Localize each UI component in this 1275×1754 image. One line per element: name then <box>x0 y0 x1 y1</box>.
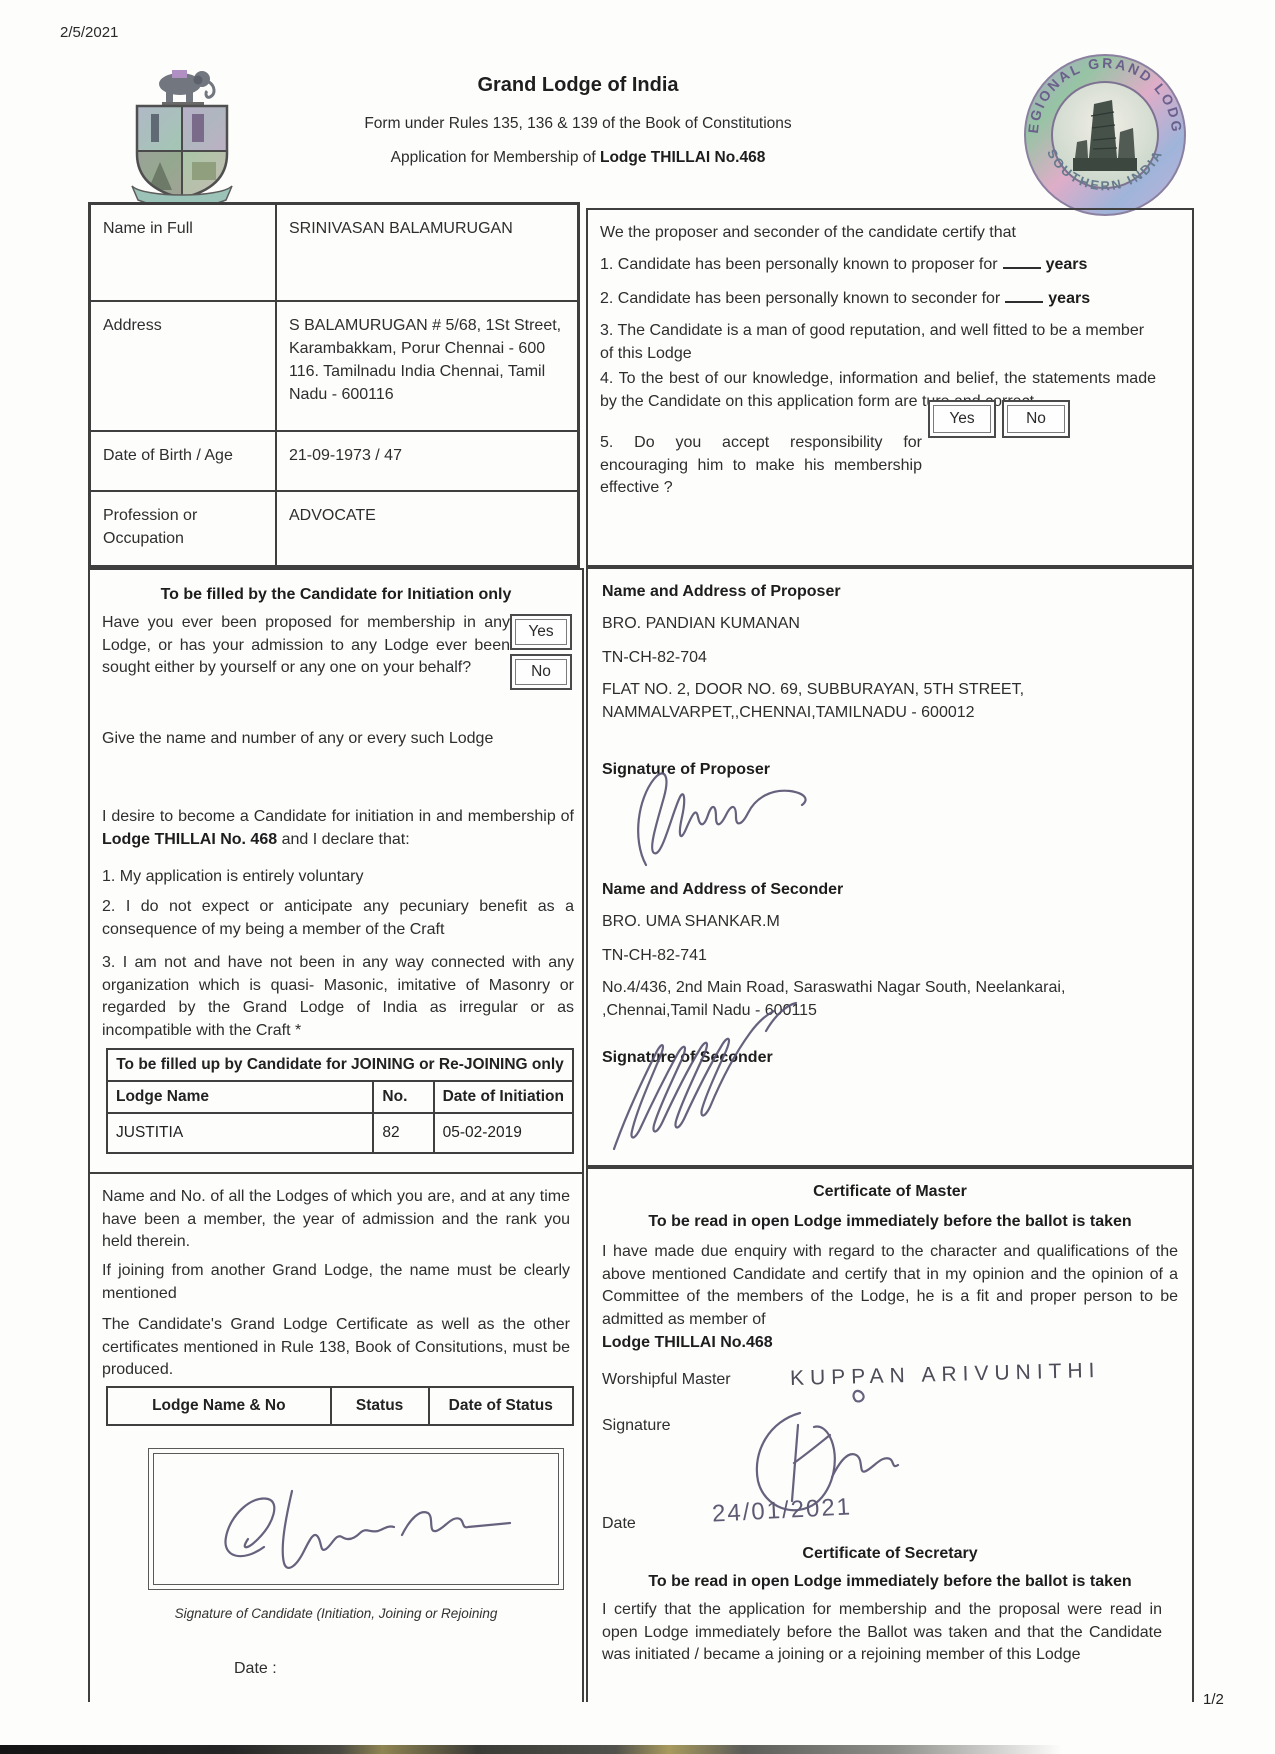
dob-label: Date of Birth / Age <box>88 429 277 492</box>
table-row: Lodge Name No. Date of Initiation <box>105 1080 575 1114</box>
certification-item-1: 1. Candidate has been personally known t… <box>600 255 1088 273</box>
seconder-number: TN-CH-82-741 <box>602 947 707 964</box>
declaration-1: 1. My application is entirely voluntary <box>102 868 364 885</box>
page-number: 1/2 <box>1203 1691 1224 1708</box>
lodges-para-3: The Candidate's Grand Lodge Certificate … <box>102 1316 570 1379</box>
master-lodge-line: Lodge THILLAI No.468 <box>602 1333 773 1351</box>
certificate-of-master-title: Certificate of Master <box>813 1183 967 1200</box>
table-row: Date of Birth / Age 21-09-1973 / 47 <box>88 429 580 492</box>
initiation-heading: To be filled by the Candidate for Initia… <box>160 586 512 603</box>
profession-label: Profession or Occupation <box>88 489 277 568</box>
proposer-seconder-panel: Name and Address of Proposer BRO. PANDIA… <box>586 565 1194 1169</box>
master-date-label: Date <box>602 1515 636 1532</box>
table-row: Lodge Name & No Status Date of Status <box>106 1386 575 1426</box>
proposer-seconder-certification-panel: We the proposer and seconder of the cand… <box>586 208 1194 569</box>
certificate-of-secretary-subtitle: To be read in open Lodge immediately bef… <box>648 1573 1132 1590</box>
joining-table-heading: To be filled up by Candidate for JOINING… <box>106 1048 574 1082</box>
candidate-signature-box <box>148 1448 564 1590</box>
candidate-signature-caption: Signature of Candidate (Initiation, Join… <box>174 1606 498 1621</box>
candidate-date-label: Date : <box>234 1660 277 1677</box>
table-row: Address S BALAMURUGAN # 5/68, 1St Street… <box>88 299 580 432</box>
proposer-number: TN-CH-82-704 <box>602 649 707 666</box>
lodge-status-table: Lodge Name & No Status Date of Status <box>106 1386 575 1426</box>
blank-years-field <box>1005 289 1044 303</box>
joining-lodge-name: JUSTITIA <box>105 1112 375 1154</box>
seconder-name: BRO. UMA SHANKAR.M <box>602 913 780 930</box>
gopuram-temple-icon <box>1073 100 1137 171</box>
proposer-name: BRO. PANDIAN KUMANAN <box>602 615 800 632</box>
certification-item-3: 3. The Candidate is a man of good reputa… <box>600 322 1145 362</box>
responsibility-yes-box: Yes <box>928 400 996 438</box>
seconder-address: No.4/436, 2nd Main Road, Saraswathi Naga… <box>602 979 1066 1019</box>
certificate-of-secretary-body: I certify that the application for membe… <box>602 1601 1162 1664</box>
desire-declaration: I desire to become a Candidate for initi… <box>102 808 574 848</box>
regional-grand-lodge-seal-icon: REGIONAL GRAND LODGE SOUTHERN INDIA <box>1020 50 1186 216</box>
col-lodge-name-no: Lodge Name & No <box>106 1386 332 1426</box>
initiation-yes-box: Yes <box>510 614 572 650</box>
name-value: SRINIVASAN BALAMURUGAN <box>275 202 580 302</box>
col-date-of-status: Date of Status <box>427 1386 575 1426</box>
initiation-question: Have you ever been proposed for membersh… <box>102 614 510 677</box>
print-header-date: 2/5/2021 <box>60 24 119 41</box>
seconder-heading: Name and Address of Seconder <box>602 881 844 898</box>
candidate-details-table: Name in Full SRINIVASAN BALAMURUGAN Addr… <box>88 202 580 568</box>
responsibility-no-box: No <box>1002 400 1070 438</box>
declaration-3: 3. I am not and have not been in any way… <box>102 954 574 1040</box>
initiation-no-box: No <box>510 654 572 690</box>
certification-item-5: 5. Do you accept responsibility for enco… <box>600 434 922 497</box>
certification-item-2: 2. Candidate has been personally known t… <box>600 289 1091 307</box>
form-header: Grand Lodge of India Form under Rules 13… <box>278 74 878 183</box>
table-row: To be filled up by Candidate for JOINING… <box>106 1048 574 1082</box>
col-status: Status <box>329 1386 430 1426</box>
lodges-para-1: Name and No. of all the Lodges of which … <box>102 1188 570 1251</box>
worshipful-master-signature <box>755 1389 900 1512</box>
initiation-section: To be filled by the Candidate for Initia… <box>88 568 584 1174</box>
dob-value: 21-09-1973 / 47 <box>275 429 580 492</box>
joining-no: 82 <box>372 1112 435 1154</box>
col-no: No. <box>372 1080 435 1114</box>
joining-date: 05-02-2019 <box>432 1112 575 1154</box>
profession-value: ADVOCATE <box>275 489 580 568</box>
declaration-2: 2. I do not expect or anticipate any pec… <box>102 898 574 938</box>
table-row: JUSTITIA 82 05-02-2019 <box>105 1112 575 1154</box>
scanner-edge-artifact <box>0 1745 1062 1754</box>
certification-intro: We the proposer and seconder of the cand… <box>600 224 1016 241</box>
seconder-signature-label: Signature of Seconder <box>602 1049 773 1066</box>
certificate-of-secretary-title: Certificate of Secretary <box>802 1545 978 1562</box>
certification-item-4: 4. To the best of our knowledge, informa… <box>600 370 1156 410</box>
proposer-heading: Name and Address of Proposer <box>602 583 841 600</box>
certificate-of-master-subtitle: To be read in open Lodge immediately bef… <box>648 1213 1132 1230</box>
proposer-signature <box>637 772 807 867</box>
elephant-crest-figure <box>159 70 216 105</box>
col-date-of-initiation: Date of Initiation <box>432 1080 575 1114</box>
certificate-of-master-body: I have made due enquiry with regard to t… <box>602 1241 1178 1355</box>
certificates-panel: Certificate of Master To be read in open… <box>586 1165 1194 1702</box>
application-line: Application for Membership of Lodge THIL… <box>390 149 766 166</box>
address-label: Address <box>88 299 277 432</box>
name-label: Name in Full <box>88 202 277 302</box>
worshipful-master-label: Worshipful Master <box>602 1371 731 1388</box>
table-row: Profession or Occupation ADVOCATE <box>88 489 580 568</box>
col-lodge-name: Lodge Name <box>105 1080 375 1114</box>
seconder-signature <box>612 1001 798 1151</box>
candidate-signature <box>224 1489 512 1569</box>
table-row: Name in Full SRINIVASAN BALAMURUGAN <box>88 202 580 302</box>
page-title: Grand Lodge of India <box>477 74 679 96</box>
lodges-membership-section: Name and No. of all the Lodges of which … <box>88 1172 584 1702</box>
master-signature-label: Signature <box>602 1417 671 1434</box>
lodges-para-2: If joining from another Grand Lodge, the… <box>102 1262 570 1302</box>
joining-table: To be filled up by Candidate for JOINING… <box>105 1048 575 1154</box>
proposer-signature-label: Signature of Proposer <box>602 761 771 778</box>
grand-lodge-crest-icon <box>131 70 233 202</box>
proposer-address: FLAT NO. 2, DOOR NO. 69, SUBBURAYAN, 5TH… <box>602 681 1025 721</box>
address-value: S BALAMURUGAN # 5/68, 1St Street, Karamb… <box>275 299 580 432</box>
give-lodge-name-line: Give the name and number of any or every… <box>102 730 494 747</box>
form-rule-line: Form under Rules 135, 136 & 139 of the B… <box>364 115 792 132</box>
crest-banner <box>131 185 233 202</box>
blank-years-field <box>1002 255 1041 269</box>
